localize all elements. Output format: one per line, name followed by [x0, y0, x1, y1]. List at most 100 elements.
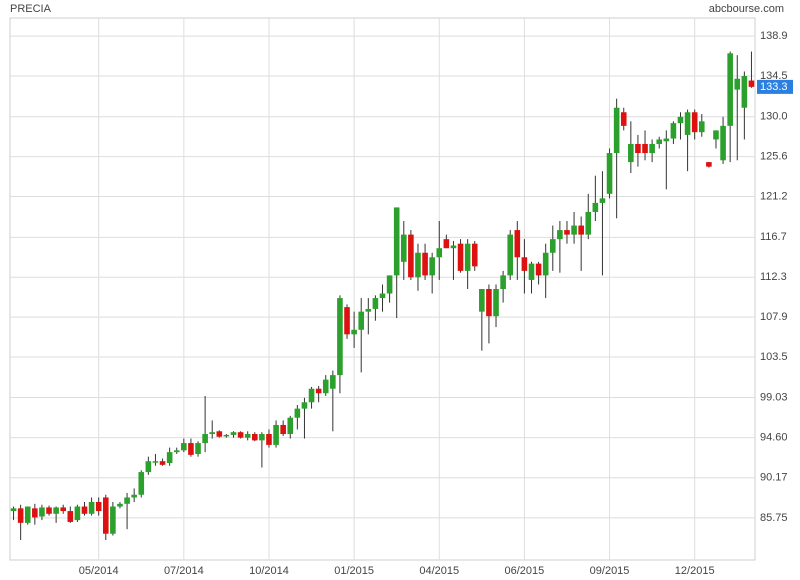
candle-body	[152, 461, 159, 463]
candle-body	[422, 252, 428, 276]
y-tick-label: 85.75	[760, 512, 788, 524]
x-tick-label: 05/2014	[79, 565, 119, 577]
candle-body	[337, 298, 343, 376]
candle-body	[315, 388, 322, 394]
candle-body	[606, 153, 613, 194]
candle-body	[642, 143, 648, 154]
y-tick-label: 130.0	[760, 111, 788, 123]
candle-body	[74, 506, 81, 521]
candle-body	[102, 497, 109, 534]
candle-body	[635, 143, 641, 154]
last-price-label: 133.3	[760, 81, 788, 93]
y-tick-label: 125.6	[760, 151, 788, 163]
y-tick-label: 99.03	[760, 391, 788, 403]
candle-body	[10, 508, 17, 512]
candle-body	[280, 424, 286, 435]
candle-body	[549, 239, 556, 253]
candle-body	[110, 506, 116, 534]
candle-body	[145, 461, 152, 473]
candle-body	[408, 234, 414, 278]
candle-body	[663, 138, 670, 142]
candle-body	[81, 506, 88, 514]
source: abcbourse.com	[709, 3, 784, 15]
candle-body	[571, 225, 577, 235]
candle-body	[266, 434, 272, 445]
candle-body	[67, 511, 74, 522]
candle-body	[443, 239, 450, 249]
x-tick-label: 04/2015	[419, 565, 459, 577]
candle-body	[202, 434, 208, 444]
candle-body	[628, 143, 634, 163]
candle-body	[322, 379, 329, 394]
candle-body	[39, 507, 45, 517]
candle-body	[188, 443, 194, 455]
candle-body	[24, 506, 31, 523]
y-tick-label: 121.2	[760, 190, 788, 202]
candle-body	[138, 472, 145, 495]
plot-frame	[9, 17, 756, 561]
candle-body	[585, 211, 592, 235]
candle-body	[748, 80, 755, 87]
candle-body	[46, 507, 52, 514]
candle-body	[677, 116, 684, 124]
chart-title: PRECIA	[10, 3, 52, 15]
candle-body	[216, 431, 223, 437]
candle-body	[95, 501, 102, 512]
candle-body	[358, 311, 365, 330]
candle-body	[727, 53, 733, 126]
candle-body	[244, 434, 251, 438]
candle-body	[344, 307, 350, 335]
candle-body	[620, 112, 627, 126]
candle-body	[173, 450, 180, 453]
candle-body	[514, 230, 521, 258]
candle-body	[223, 434, 230, 437]
candle-body	[656, 139, 663, 144]
candle-body	[450, 245, 457, 249]
candle-body	[457, 243, 464, 271]
candle-body	[124, 497, 130, 504]
candle-body	[713, 130, 719, 140]
candle-body	[578, 225, 584, 235]
candle-body	[564, 230, 570, 235]
candle-body	[592, 202, 599, 212]
candle-body	[117, 503, 123, 507]
candle-body	[471, 243, 478, 267]
x-tick-label: 09/2015	[590, 565, 630, 577]
candle-body	[209, 432, 216, 435]
y-tick-label: 116.7	[760, 231, 787, 243]
y-tick-label: 90.17	[760, 472, 788, 484]
candle-body	[301, 402, 308, 409]
candle-body	[429, 257, 435, 276]
candle-body	[230, 432, 237, 435]
candle-body	[379, 293, 386, 299]
candle-body	[400, 234, 407, 262]
candle-body	[351, 329, 357, 335]
candle-body	[613, 107, 620, 154]
candle-body	[493, 289, 499, 317]
y-tick-label: 138.9	[760, 30, 788, 42]
candle-body	[691, 112, 698, 133]
x-tick-label: 06/2015	[505, 565, 545, 577]
candle-body	[365, 308, 372, 312]
candle-body	[273, 424, 279, 445]
candle-body	[649, 143, 655, 154]
y-tick-label: 103.5	[760, 351, 788, 363]
candle-body	[521, 257, 528, 271]
candle-body	[372, 298, 379, 309]
x-tick-label: 12/2015	[675, 565, 715, 577]
candle-body	[670, 123, 677, 139]
candle-body	[486, 289, 492, 317]
candle-body	[181, 443, 187, 451]
candle-body	[720, 125, 726, 161]
candle-body	[308, 388, 315, 403]
candle-body	[599, 198, 606, 203]
candle-body	[17, 508, 24, 523]
candle-body	[330, 375, 336, 389]
candle-body	[500, 275, 506, 289]
candle-body	[294, 408, 301, 418]
candle-body	[32, 508, 38, 518]
candle-body	[684, 112, 691, 135]
candle-body	[60, 507, 67, 512]
